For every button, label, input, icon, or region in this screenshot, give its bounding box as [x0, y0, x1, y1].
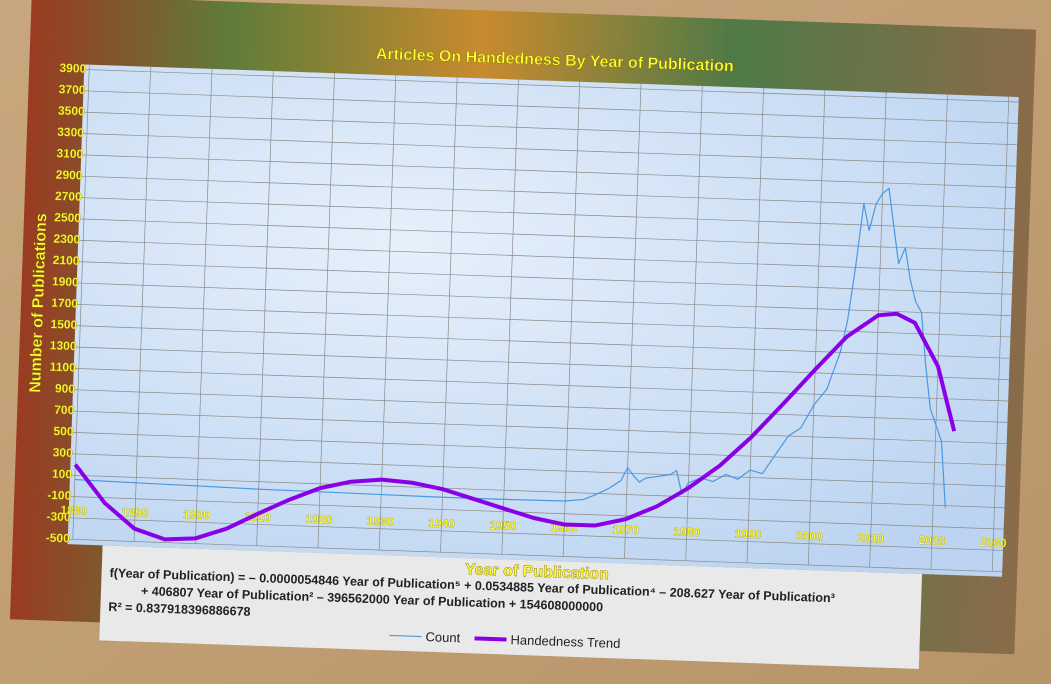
x-tick-label: 2010 — [857, 531, 884, 546]
x-tick-label: 1920 — [305, 512, 332, 527]
x-tick-label: 1930 — [367, 514, 394, 529]
y-tick-label: 2300 — [53, 232, 80, 247]
grid-line — [82, 111, 1018, 146]
grid-line — [317, 73, 335, 548]
grid-line — [378, 75, 397, 551]
grid-line — [69, 496, 1004, 530]
equation-box — [99, 545, 923, 669]
r-squared: R² = 0.837918396886678 — [108, 600, 251, 619]
series-line — [74, 187, 946, 508]
x-tick-label: 2030 — [980, 535, 1007, 550]
x-tick-label: 2020 — [918, 533, 945, 548]
x-tick-label: 1910 — [244, 509, 271, 524]
grid-line — [79, 197, 1015, 231]
grid-line — [71, 432, 1006, 466]
grid-line — [256, 71, 274, 546]
grid-line — [869, 92, 887, 568]
y-tick-label: 1500 — [50, 317, 77, 332]
y-tick-label: 3300 — [57, 125, 84, 140]
grid-line — [68, 517, 1003, 551]
legend-swatch — [389, 634, 422, 638]
grid-line — [991, 96, 1010, 572]
y-tick-label: 900 — [55, 381, 76, 396]
grid-line — [440, 77, 458, 553]
y-tick-label: 2700 — [55, 189, 82, 204]
grid-line — [70, 453, 1006, 487]
grid-line — [73, 368, 1009, 402]
grid-line — [685, 86, 703, 561]
y-tick-label: 100 — [52, 467, 73, 482]
y-tick-label: -100 — [47, 488, 72, 503]
y-tick-label: 2900 — [56, 168, 83, 183]
grid-line — [80, 175, 1015, 210]
grid-line — [78, 239, 1013, 274]
y-tick-label: 1700 — [51, 296, 78, 311]
legend-label: Handedness Trend — [510, 632, 620, 651]
grid-line — [72, 389, 1008, 423]
chart-panel: Articles On Handedness By Year of Public… — [9, 0, 1037, 669]
y-tick-label: 700 — [54, 403, 75, 418]
x-tick-label: 1880 — [60, 503, 87, 518]
grid-line — [69, 474, 1005, 509]
x-tick-label: 1940 — [428, 516, 455, 531]
x-axis-label: Year of Publication — [465, 561, 610, 583]
y-tick-label: 1900 — [52, 274, 79, 289]
grid-line — [501, 79, 519, 555]
grid-line — [84, 69, 1019, 103]
y-tick-label: 3900 — [59, 61, 86, 76]
y-tick-label: 2100 — [53, 253, 80, 268]
grid — [67, 64, 1019, 573]
grid-line — [807, 90, 826, 566]
y-tick-label: 300 — [53, 445, 74, 460]
y-tick-label: -500 — [46, 531, 71, 546]
grid-line — [78, 218, 1014, 252]
legend-label: Count — [425, 629, 461, 645]
grid-line — [74, 346, 1009, 380]
grid-line — [77, 261, 1012, 295]
y-tick-label: 3500 — [58, 103, 85, 118]
grid-line — [67, 538, 1003, 573]
y-tick-label: 3100 — [56, 146, 83, 161]
x-tick-label: 1900 — [183, 507, 210, 522]
grid-line — [72, 410, 1007, 445]
x-tick-label: 2000 — [796, 529, 823, 544]
x-tick-label: 1980 — [673, 524, 700, 539]
grid-line — [81, 133, 1017, 167]
y-tick-label: 500 — [53, 424, 74, 439]
y-tick-label: 1100 — [49, 360, 76, 375]
grid-line — [75, 325, 1010, 359]
grid-line — [72, 64, 90, 540]
y-axis-label: Number of Publications — [27, 213, 50, 393]
grid-line — [746, 88, 764, 563]
y-tick-label: 2500 — [54, 210, 81, 225]
grid-line — [81, 154, 1016, 188]
grid-line — [195, 68, 213, 544]
y-tick-label: -300 — [46, 509, 71, 524]
x-tick-label: 1990 — [734, 527, 761, 542]
x-tick-label: 1950 — [489, 518, 516, 533]
x-tick-label: 1890 — [121, 505, 148, 520]
y-tick-label: 1300 — [50, 338, 77, 353]
x-tick-label: 1970 — [612, 522, 639, 537]
legend-swatch — [474, 636, 507, 642]
grid-line — [930, 94, 948, 570]
grid-line — [76, 282, 1012, 316]
grid-line — [83, 90, 1018, 124]
grid-line — [133, 66, 151, 542]
series-line — [73, 311, 957, 542]
y-tick-label: 3700 — [59, 82, 86, 97]
grid-line — [562, 81, 581, 557]
grid-line — [624, 83, 642, 559]
